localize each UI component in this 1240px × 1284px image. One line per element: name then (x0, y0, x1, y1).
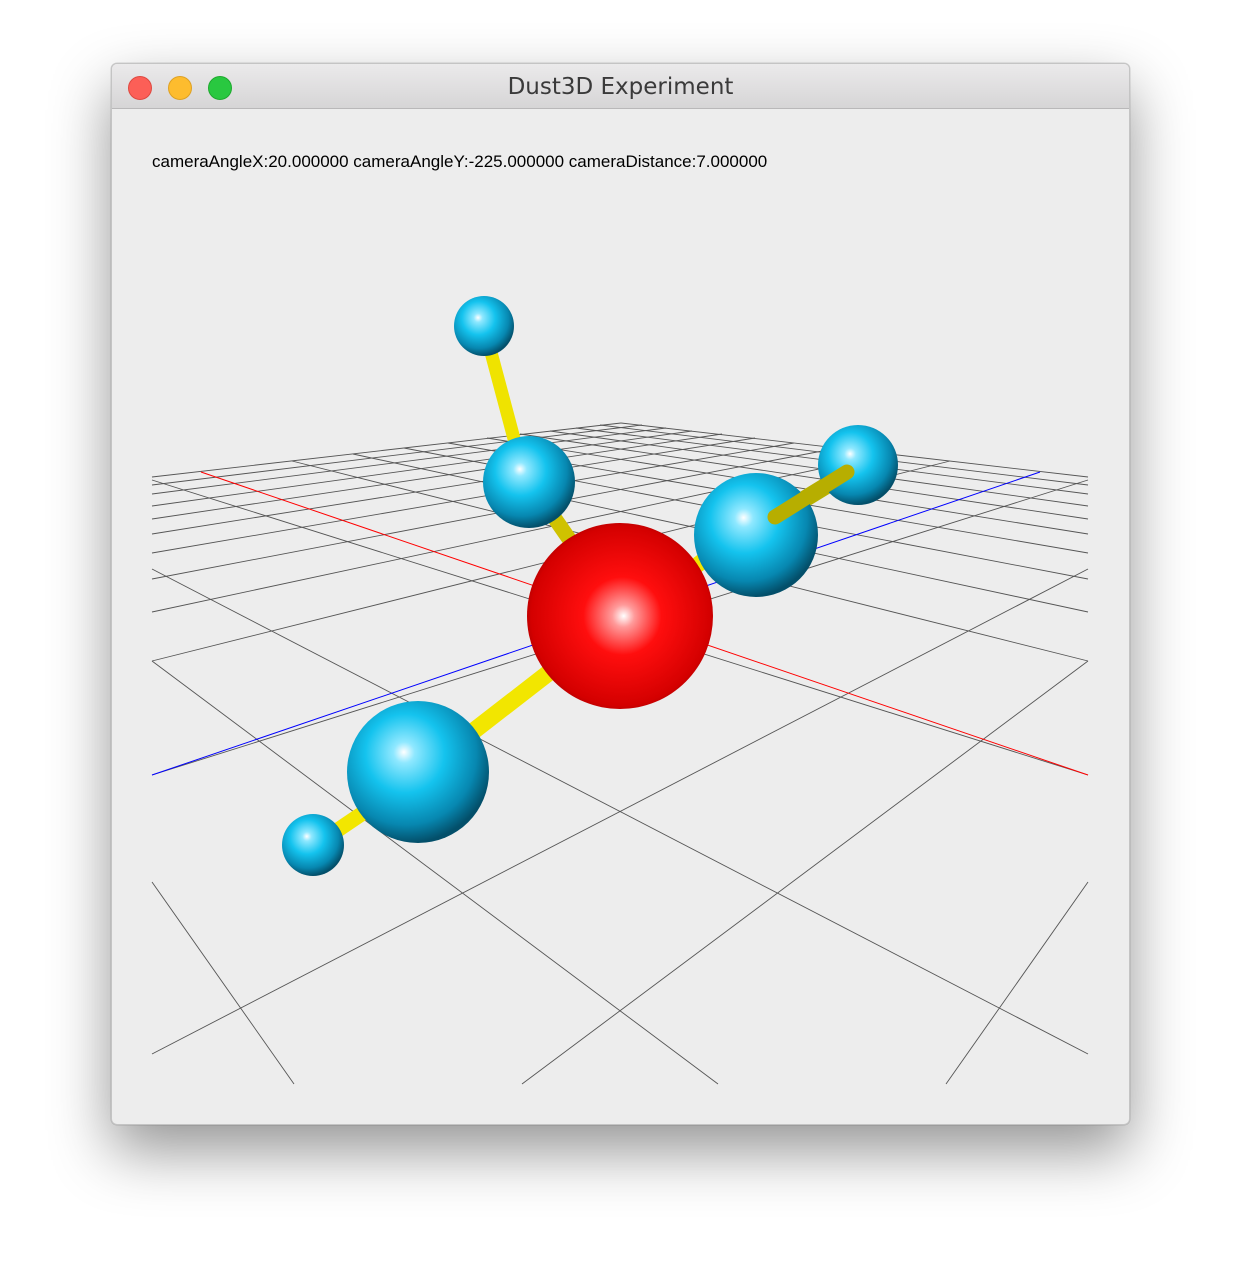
3d-viewport[interactable] (112, 64, 1129, 1124)
node-top-large[interactable] (483, 436, 575, 528)
bond-right-front (767, 464, 855, 525)
close-button[interactable] (128, 76, 152, 100)
window-title: Dust3D Experiment (507, 74, 734, 100)
node-left-large[interactable] (347, 701, 489, 843)
node-left-small[interactable] (282, 814, 344, 876)
minimize-button[interactable] (168, 76, 192, 100)
zoom-button[interactable] (208, 76, 232, 100)
node-right-small[interactable] (818, 425, 898, 505)
camera-info-readout: cameraAngleX:20.000000 cameraAngleY:-225… (152, 152, 768, 171)
nodes[interactable] (282, 296, 898, 876)
node-right-large[interactable] (694, 473, 818, 597)
title-bar[interactable]: Dust3D Experiment (112, 64, 1129, 109)
app-window: Dust3D Experiment (111, 63, 1130, 1125)
floor-grid (151, 422, 1089, 1085)
bond-left-inner (453, 655, 569, 749)
center-node[interactable] (527, 523, 713, 709)
node-top-small[interactable] (454, 296, 514, 356)
